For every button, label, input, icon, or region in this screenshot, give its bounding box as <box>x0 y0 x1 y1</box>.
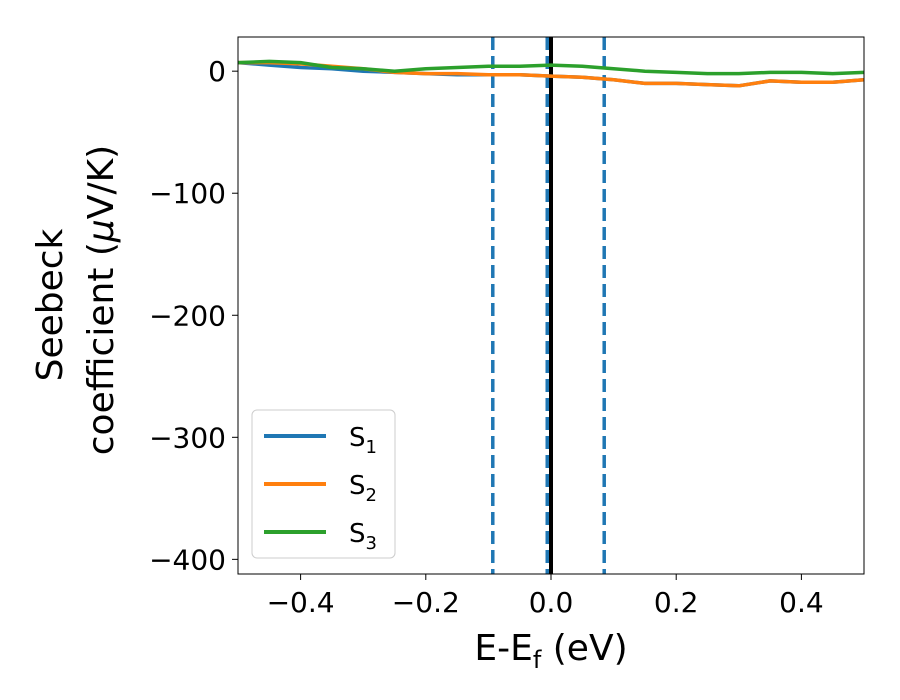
y-axis-ticks: 0 −100 −200 −300 −400 <box>149 55 238 576</box>
x-axis-label-unit: (eV) <box>541 628 627 669</box>
y-axis-label-line1: Seebeck <box>30 228 71 381</box>
x-tick-label: −0.2 <box>392 586 460 619</box>
legend-label-s2: S2 <box>349 471 377 506</box>
x-tick-label: 0.4 <box>779 586 824 619</box>
x-tick-label: 0.2 <box>654 586 699 619</box>
series-lines <box>237 59 865 88</box>
legend-label-s3: S3 <box>349 519 377 554</box>
legend: S1 S2 S3 <box>251 409 396 559</box>
x-tick-label: 0.0 <box>529 586 574 619</box>
x-tick-label: −0.4 <box>267 586 335 619</box>
y-tick-label: −100 <box>149 177 226 210</box>
y-axis-label: Seebeck coefficient (μV/K) <box>30 145 122 455</box>
x-axis-label-sub: f <box>533 646 542 674</box>
x-axis-label: E-Ef (eV) <box>474 628 627 674</box>
y-tick-label: 0 <box>208 55 226 88</box>
legend-label-s1: S1 <box>349 423 377 458</box>
y-tick-label: −400 <box>149 543 226 576</box>
y-tick-label: −200 <box>149 299 226 332</box>
x-axis-ticks: −0.4 −0.2 0.0 0.2 0.4 <box>267 574 824 619</box>
series-line-s3 <box>237 59 865 76</box>
reference-lines <box>491 37 606 574</box>
y-axis-label-mu: μ <box>81 219 122 243</box>
y-tick-label: −300 <box>149 421 226 454</box>
y-axis-label-line2: coefficient (μV/K) <box>81 145 122 455</box>
